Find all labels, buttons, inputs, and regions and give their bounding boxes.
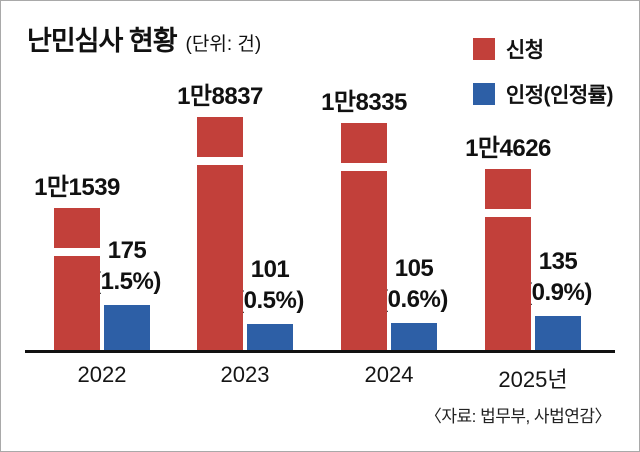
legend-label-applications: 신청 [505, 39, 544, 62]
applications-bar-top-segment [54, 208, 100, 248]
recognized-bar-2023 [247, 324, 293, 351]
applications-bar-2022 [54, 208, 100, 351]
recognized-count-2023: 101 [250, 256, 290, 284]
recognized-value-label-2022: 175 (1.5%) [93, 236, 161, 297]
applications-value-label-2022: 1만1539 [34, 174, 120, 201]
recognized-bar-2022 [104, 305, 150, 351]
axis-break-gap [54, 248, 100, 256]
recognized-count-2024: 105 [394, 255, 434, 283]
chart-header: 난민심사 현황 (단위: 건) [27, 19, 261, 58]
chart-unit-label: (단위: 건) [185, 34, 262, 55]
recognized-value-label-2024: 105 (0.6%) [380, 254, 448, 315]
applications-bar-body [54, 256, 100, 351]
recognized-rate-2024: (0.6%) [380, 285, 448, 313]
x-tick-2024: 2024 [364, 362, 414, 387]
recognized-rate-2023: (0.5%) [236, 286, 304, 314]
applications-value-label-2024: 1만8335 [321, 89, 407, 116]
recognized-value-label-2023: 101 (0.5%) [236, 255, 304, 316]
applications-bar-top-segment [485, 169, 531, 209]
recognized-count-2025: 135 [538, 248, 578, 276]
applications-bar-body [341, 171, 387, 351]
axis-break-gap [197, 157, 243, 165]
x-tick-2023: 2023 [220, 362, 270, 387]
recognized-rate-2025: (0.9%) [524, 278, 592, 306]
x-axis-line [25, 350, 615, 353]
applications-bar-top-segment [341, 123, 387, 163]
applications-bar-top-segment [197, 117, 243, 157]
legend-swatch-recognized [472, 83, 495, 105]
legend-swatch-applications [472, 38, 495, 60]
chart-title: 난민심사 현황 [27, 26, 178, 56]
axis-break-gap [485, 209, 531, 217]
x-tick-2025: 2025년 [498, 367, 568, 392]
legend-label-recognized: 인정(인정률) [505, 84, 614, 107]
applications-value-label-2025: 1만4626 [465, 135, 551, 162]
legend: 신청 인정(인정률) [472, 34, 614, 109]
applications-bar-2024 [341, 123, 387, 351]
recognized-bar-2024 [391, 323, 437, 351]
recognized-count-2022: 175 [107, 237, 147, 265]
applications-bar-body [485, 217, 531, 351]
x-tick-2022: 2022 [77, 362, 127, 387]
applications-bar-2023 [197, 117, 243, 351]
applications-bar-body [197, 165, 243, 351]
legend-item-recognized: 인정(인정률) [472, 79, 614, 109]
axis-break-gap [341, 163, 387, 171]
source-note: 〈자료: 법무부, 사법연감〉 [424, 407, 612, 426]
recognized-value-label-2025: 135 (0.9%) [524, 247, 592, 308]
legend-item-applications: 신청 [472, 34, 613, 64]
recognized-bar-2025 [535, 316, 581, 351]
recognized-rate-2022: (1.5%) [93, 267, 161, 295]
applications-value-label-2023: 1만8837 [177, 83, 263, 110]
applications-bar-2025 [485, 169, 531, 351]
